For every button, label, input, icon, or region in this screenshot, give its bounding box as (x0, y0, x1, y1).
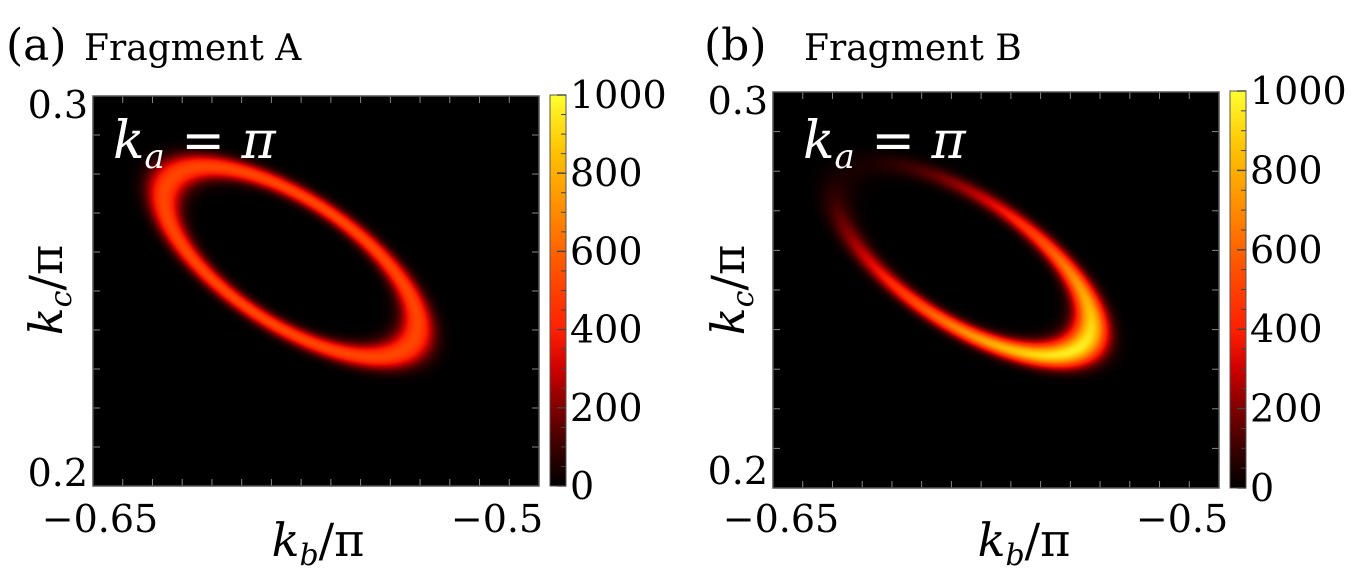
panel-b-y-axis-label: kc/π (701, 245, 761, 335)
panel-a-colorbar-tick-label: 800 (570, 151, 643, 195)
panel-a-label: (a) (6, 20, 67, 71)
panel-b-x-axis-label: kb/π (978, 513, 1071, 571)
panel-a-colorbar-tick-label: 600 (570, 229, 643, 273)
panel-a-y-axis-label: kc/π (19, 245, 79, 335)
panel-b-y-tick-bottom: 0.2 (708, 449, 768, 493)
panel-a-y-tick-top: 0.3 (28, 83, 88, 127)
panel-b-colorbar-tick-label: 0 (1250, 466, 1274, 510)
panel-b-annotation: ka = π (803, 111, 966, 177)
panel-a-colorbar-tick-label: 1000 (570, 73, 667, 117)
panel-b-title: Fragment B (804, 28, 1022, 69)
panel-b-plot-frame (772, 91, 1220, 489)
panel-b-x-tick-right: −0.5 (1136, 497, 1228, 541)
panel-b-heatmap (773, 92, 1219, 488)
panel-a-y-tick-bottom: 0.2 (28, 451, 88, 495)
panel-a-x-tick-right: −0.5 (451, 497, 543, 541)
panel-a-title: Fragment A (84, 28, 302, 69)
panel-b-label: (b) (704, 20, 767, 71)
panel-b-x-tick-left: −0.65 (723, 497, 839, 541)
panel-b-colorbar-tick-label: 600 (1250, 228, 1323, 272)
panel-a-x-tick-left: −0.65 (42, 497, 158, 541)
panel-a-heatmap (93, 96, 539, 486)
panel-b-colorbar-tick-label: 400 (1250, 307, 1323, 351)
panel-a-x-axis-label: kb/π (272, 513, 365, 571)
panel-b-colorbar-tick-label: 800 (1250, 148, 1323, 192)
panel-a-colorbar-tick-label: 400 (570, 308, 643, 352)
panel-b: (b) Fragment B ka = π 0.3 0.2 −0.65 −0.5… (701, 20, 1347, 571)
panel-a: (a) Fragment A ka = π 0.3 0.2 −0.65 −0.5… (6, 20, 667, 571)
panel-b-y-tick-top: 0.3 (708, 79, 768, 123)
panel-a-colorbar-tick-label: 0 (570, 464, 594, 508)
panel-b-axis-ticks (773, 92, 1219, 488)
panel-b-colorbar-tick-label: 1000 (1250, 69, 1347, 113)
panel-a-colorbar-ticks: 0 200 400 600 800 1000 (557, 73, 667, 508)
panel-b-colorbar-ticks: 0 200 400 600 800 1000 (1237, 69, 1347, 510)
panel-a-colorbar-tick-label: 200 (570, 386, 643, 430)
panel-a-axis-ticks (93, 96, 539, 486)
panel-a-annotation: ka = π (113, 111, 276, 177)
panel-a-plot-frame (92, 95, 540, 487)
panel-b-colorbar-tick-label: 200 (1250, 387, 1323, 431)
